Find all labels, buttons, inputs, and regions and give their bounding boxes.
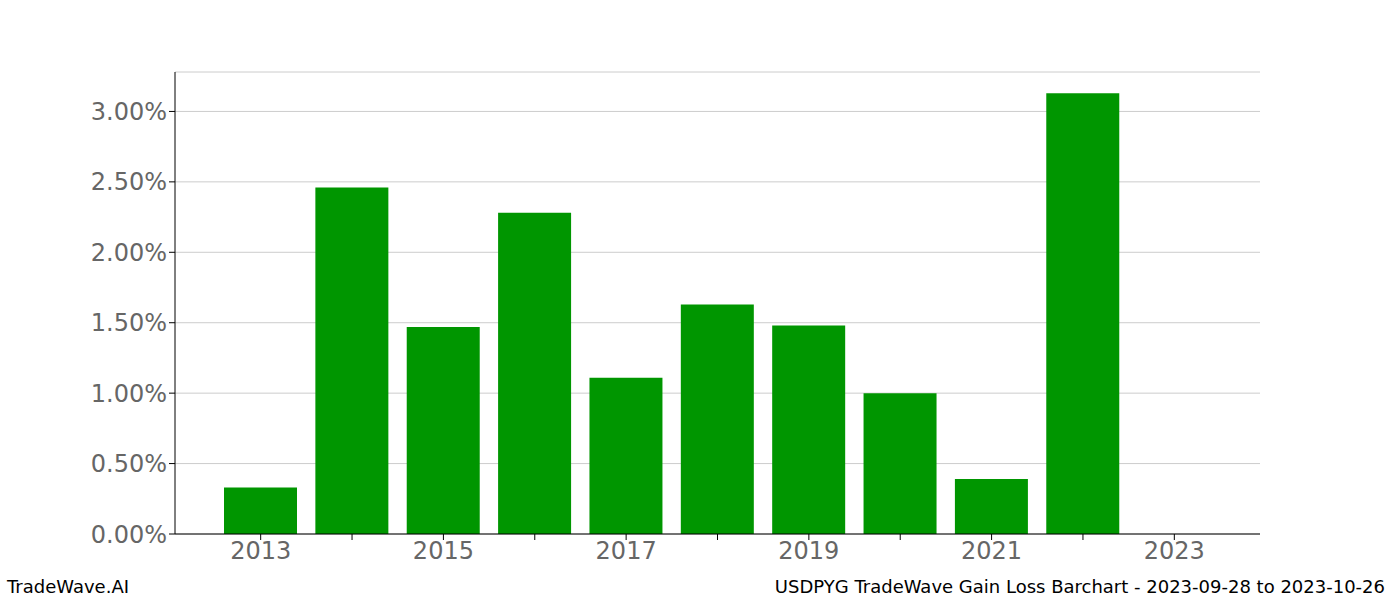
svg-text:2013: 2013 <box>230 537 291 565</box>
svg-text:2.50%: 2.50% <box>91 168 167 196</box>
html-text:TradeWave.AI: TradeWave.AI <box>7 576 129 597</box>
svg-text:2015: 2015 <box>413 537 474 565</box>
svg-text:0.00%: 0.00% <box>91 521 167 549</box>
svg-text:3.00%: 3.00% <box>91 98 167 126</box>
svg-text:1.50%: 1.50% <box>91 309 167 337</box>
svg-text:0.50%: 0.50% <box>91 450 167 478</box>
svg-text:1.00%: 1.00% <box>91 380 167 408</box>
svg-text:2017: 2017 <box>596 537 657 565</box>
svg-text:2021: 2021 <box>961 537 1022 565</box>
html-text:USDPYG TradeWave Gain Loss Bar: USDPYG TradeWave Gain Loss Barchart - 20… <box>774 576 1385 597</box>
svg-text:2.00%: 2.00% <box>91 239 167 267</box>
svg-text:2023: 2023 <box>1144 537 1205 565</box>
svg-text:2019: 2019 <box>778 537 839 565</box>
